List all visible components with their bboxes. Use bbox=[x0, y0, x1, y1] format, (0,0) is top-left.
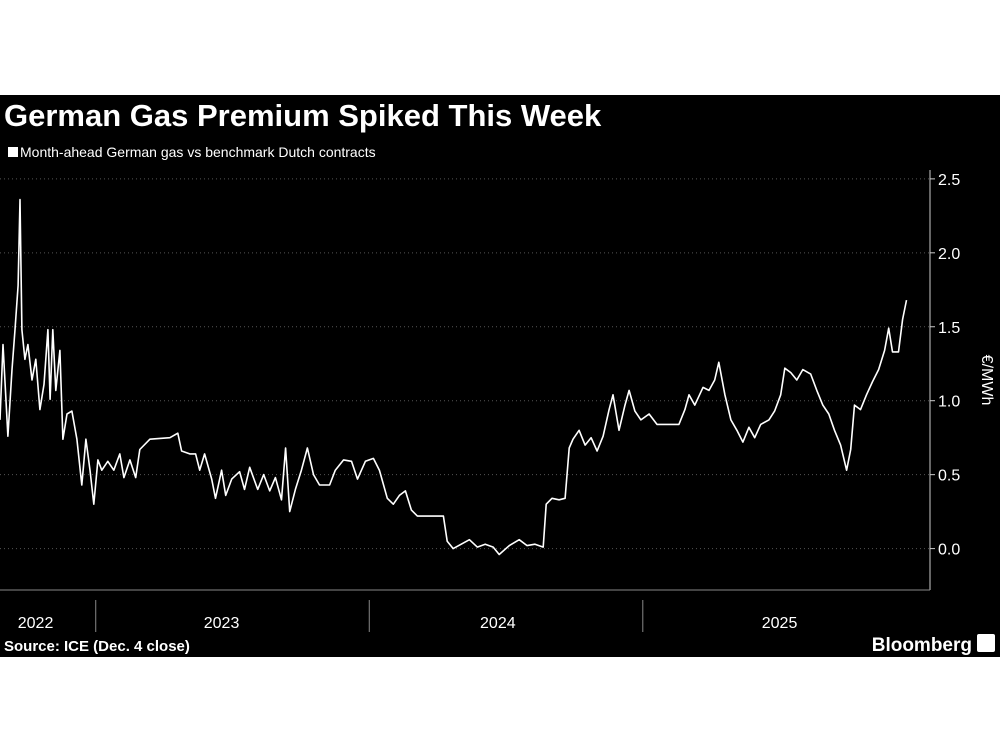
y-tick-label: 2.0 bbox=[938, 246, 960, 263]
y-tick-label: 2.5 bbox=[938, 172, 960, 189]
y-axis-label: €/MWh bbox=[978, 355, 995, 406]
y-tick-label: 0.0 bbox=[938, 542, 960, 559]
line-series bbox=[0, 198, 908, 556]
brand: Bloomberg bbox=[872, 635, 972, 656]
brand-icon bbox=[977, 634, 995, 652]
y-tick-label: 0.5 bbox=[938, 468, 960, 485]
x-tick-label: 2024 bbox=[480, 615, 516, 632]
x-tick-label: 2022 bbox=[18, 615, 54, 632]
background bbox=[0, 95, 1000, 657]
y-tick-label: 1.0 bbox=[938, 394, 960, 411]
x-tick-label: 2025 bbox=[762, 615, 798, 632]
legend-swatch bbox=[8, 147, 18, 157]
x-tick-label: 2023 bbox=[204, 615, 240, 632]
legend-label: Month-ahead German gas vs benchmark Dutc… bbox=[20, 144, 376, 160]
source: Source: ICE (Dec. 4 close) bbox=[4, 638, 190, 655]
y-tick-label: 1.5 bbox=[938, 320, 960, 337]
chart-title: German Gas Premium Spiked This Week bbox=[4, 98, 602, 133]
